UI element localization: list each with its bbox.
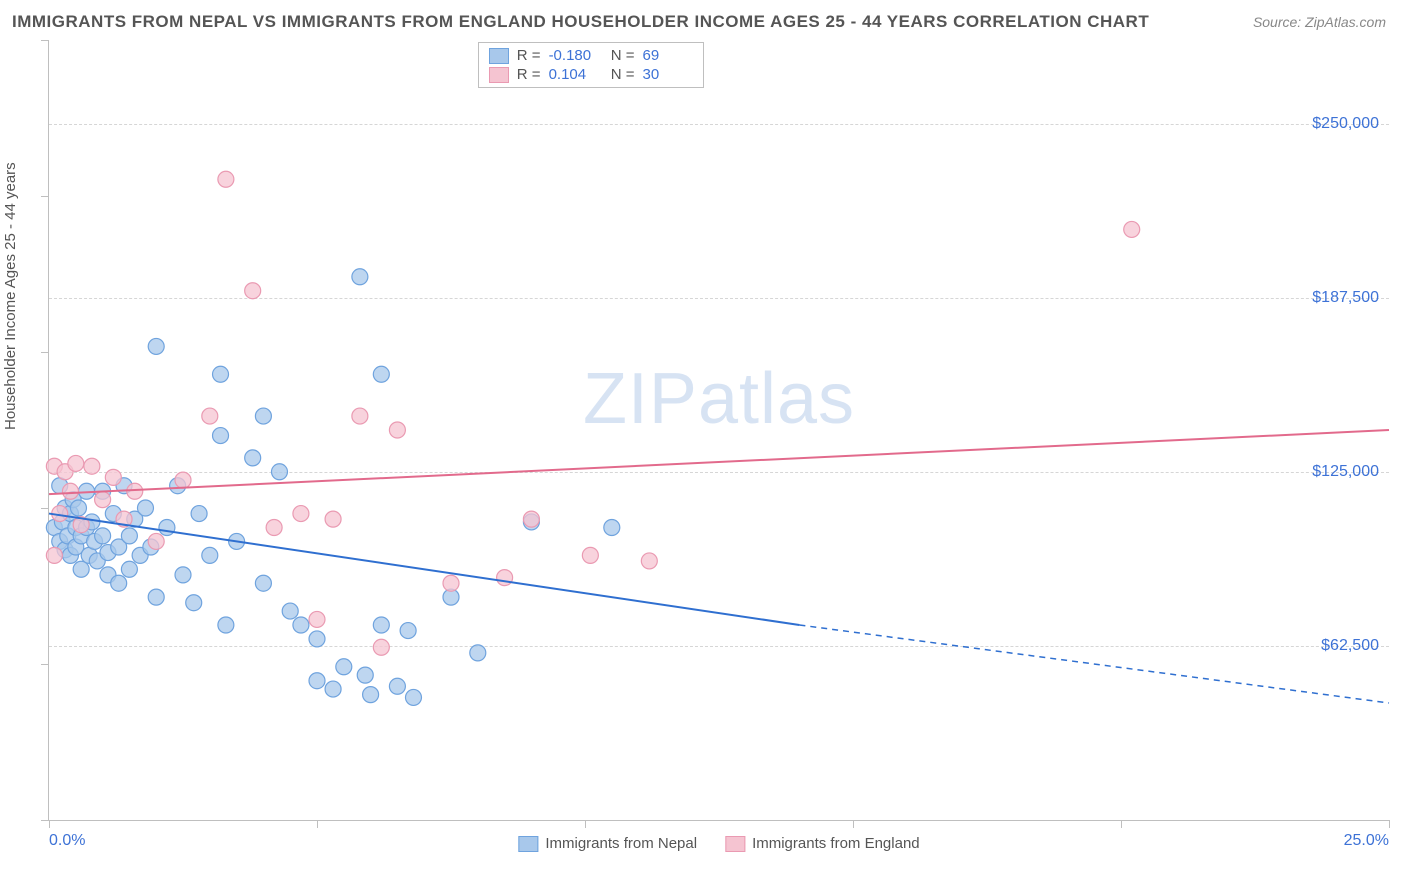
data-point xyxy=(73,561,89,577)
plot-area: ZIPatlas $62,500$125,000$187,500$250,000… xyxy=(48,40,1389,821)
data-point xyxy=(148,338,164,354)
data-point xyxy=(336,659,352,675)
data-point xyxy=(1124,221,1140,237)
x-min-label: 0.0% xyxy=(49,832,85,850)
r-value: -0.180 xyxy=(549,47,599,64)
data-point xyxy=(202,547,218,563)
series-name: Immigrants from England xyxy=(752,835,920,852)
data-point xyxy=(121,561,137,577)
data-point xyxy=(363,687,379,703)
data-point xyxy=(159,520,175,536)
data-point xyxy=(202,408,218,424)
x-tick xyxy=(317,820,318,828)
data-point xyxy=(255,408,271,424)
swatch-icon xyxy=(489,48,509,64)
data-point xyxy=(218,171,234,187)
data-point xyxy=(271,464,287,480)
data-point xyxy=(84,458,100,474)
data-point xyxy=(245,450,261,466)
data-point xyxy=(405,689,421,705)
data-point xyxy=(121,528,137,544)
data-point xyxy=(309,631,325,647)
x-tick xyxy=(585,820,586,828)
x-tick xyxy=(853,820,854,828)
data-point xyxy=(325,681,341,697)
data-point xyxy=(137,500,153,516)
data-point xyxy=(255,575,271,591)
data-point xyxy=(309,611,325,627)
swatch-icon xyxy=(489,67,509,83)
data-point xyxy=(213,366,229,382)
x-tick xyxy=(49,820,50,828)
data-point xyxy=(373,366,389,382)
data-point xyxy=(218,617,234,633)
swatch-icon xyxy=(725,836,745,852)
data-point xyxy=(62,483,78,499)
data-point xyxy=(127,483,143,499)
data-point xyxy=(293,506,309,522)
data-point xyxy=(373,617,389,633)
n-value: 30 xyxy=(643,66,693,83)
data-point xyxy=(497,570,513,586)
data-point xyxy=(282,603,298,619)
data-point xyxy=(400,623,416,639)
data-point xyxy=(443,575,459,591)
regression-line-extrapolated xyxy=(799,625,1389,703)
scatter-svg xyxy=(49,40,1389,820)
data-point xyxy=(389,422,405,438)
data-point xyxy=(46,547,62,563)
legend-stat-row: R = -0.180 N = 69 xyxy=(489,47,693,64)
r-value: 0.104 xyxy=(549,66,599,83)
data-point xyxy=(213,428,229,444)
data-point xyxy=(148,533,164,549)
data-point xyxy=(175,472,191,488)
data-point xyxy=(293,617,309,633)
legend-item: Immigrants from Nepal xyxy=(518,835,697,852)
legend-stats: R = -0.180 N = 69 R = 0.104 N = 30 xyxy=(478,42,704,88)
chart-title: IMMIGRANTS FROM NEPAL VS IMMIGRANTS FROM… xyxy=(12,12,1149,32)
data-point xyxy=(191,506,207,522)
data-point xyxy=(389,678,405,694)
data-point xyxy=(111,575,127,591)
data-point xyxy=(245,283,261,299)
data-point xyxy=(352,408,368,424)
data-point xyxy=(373,639,389,655)
n-value: 69 xyxy=(643,47,693,64)
data-point xyxy=(266,520,282,536)
data-point xyxy=(325,511,341,527)
data-point xyxy=(95,528,111,544)
x-tick xyxy=(1389,820,1390,828)
data-point xyxy=(352,269,368,285)
data-point xyxy=(523,511,539,527)
data-point xyxy=(175,567,191,583)
x-max-label: 25.0% xyxy=(1344,832,1389,850)
data-point xyxy=(470,645,486,661)
swatch-icon xyxy=(518,836,538,852)
data-point xyxy=(309,673,325,689)
data-point xyxy=(641,553,657,569)
y-axis-label: Householder Income Ages 25 - 44 years xyxy=(2,162,19,430)
data-point xyxy=(357,667,373,683)
data-point xyxy=(148,589,164,605)
data-point xyxy=(70,500,86,516)
source-label: Source: ZipAtlas.com xyxy=(1253,14,1386,30)
data-point xyxy=(95,492,111,508)
legend-item: Immigrants from England xyxy=(725,835,920,852)
data-point xyxy=(68,455,84,471)
x-tick xyxy=(1121,820,1122,828)
data-point xyxy=(582,547,598,563)
series-name: Immigrants from Nepal xyxy=(545,835,697,852)
regression-line xyxy=(49,514,799,625)
legend-series: Immigrants from Nepal Immigrants from Eng… xyxy=(518,835,919,852)
data-point xyxy=(186,595,202,611)
legend-stat-row: R = 0.104 N = 30 xyxy=(489,66,693,83)
data-point xyxy=(105,469,121,485)
data-point xyxy=(604,520,620,536)
